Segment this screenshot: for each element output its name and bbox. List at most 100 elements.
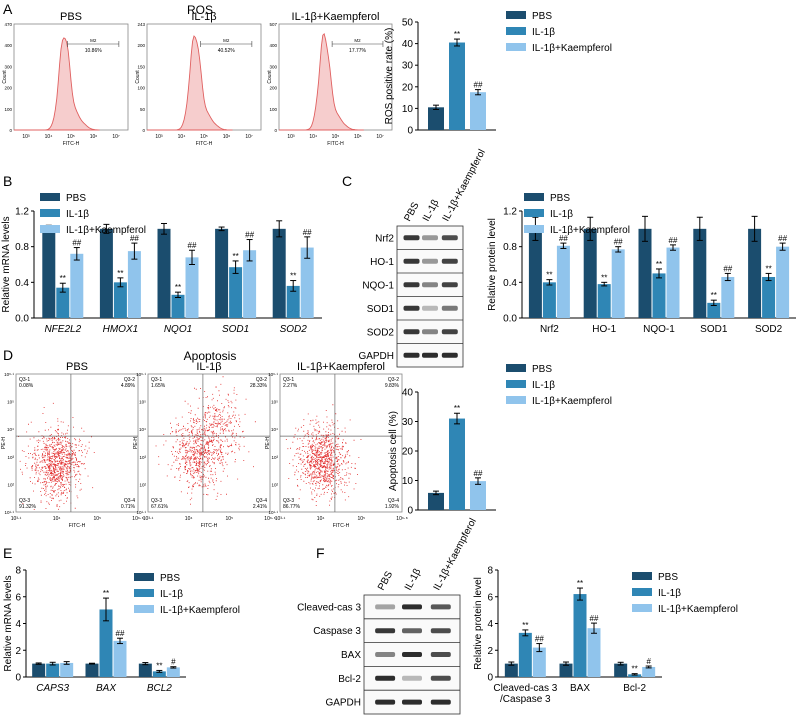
bar — [99, 228, 113, 318]
bar — [587, 628, 601, 677]
y-tick-label: 40 — [402, 388, 414, 399]
western-blot-antioxidant: PBS IL-1β IL-1β+Kaempferol Nrf2 HO-1 NQO-1 SOD… — [358, 148, 488, 368]
quadrant-label-q3: 91.32% — [19, 504, 37, 510]
significance-mark: ** — [117, 269, 123, 278]
quadrant-label-q2: 9.83% — [385, 383, 400, 389]
band-label: Caspase 3 — [313, 626, 361, 637]
legend-swatch — [134, 573, 154, 581]
scatter-y-label: PE-H — [265, 437, 271, 449]
y-tick-label: 0 — [487, 673, 493, 684]
y-axis-label: Relative mRNA levels — [1, 216, 12, 312]
bar — [642, 666, 656, 677]
scatter-y-tick-label: 10⁶·¹ — [136, 372, 146, 377]
bar — [611, 249, 625, 318]
x-category-label: BAX — [570, 683, 590, 694]
protein-band — [375, 604, 396, 610]
significance-mark: ## — [778, 234, 787, 243]
histogram-x-tick-label: 10⁵ — [332, 134, 340, 140]
histogram-title: IL-1β — [191, 11, 216, 23]
x-category-label: Bcl-2 — [623, 683, 646, 694]
protein-band — [402, 628, 422, 634]
bar — [470, 481, 486, 510]
scatter-x-tick-label: 10⁶·⁸ — [132, 516, 143, 522]
legend-swatch — [632, 572, 652, 580]
y-tick-label: 0 — [407, 126, 413, 137]
significance-mark: ## — [188, 241, 197, 250]
significance-mark: ** — [232, 252, 238, 261]
scatter-y-tick-label: 10⁵ — [7, 400, 14, 405]
scatter-x-tick-label: 10⁵ — [358, 516, 366, 522]
lane-label: PBS — [376, 569, 395, 592]
legend-swatch — [506, 27, 526, 35]
protein-band — [441, 235, 458, 241]
histogram-y-tick-label: 50 — [140, 107, 146, 112]
significance-mark: ## — [303, 228, 312, 237]
significance-mark: ** — [546, 271, 552, 280]
histogram-x-tick-label: 10⁷ — [376, 134, 384, 140]
protein-band — [375, 628, 396, 634]
scatter-x-tick-label: 10⁶·⁸ — [264, 516, 275, 522]
bar — [693, 228, 707, 318]
legend-label: PBS — [66, 193, 86, 204]
bar — [32, 663, 46, 677]
quadrant-label-q1: 2.27% — [283, 383, 298, 389]
ros-histogram: IL-1β+Kaempferol 0 100 200 300 400 507 Count 10³… — [267, 11, 393, 147]
bar — [85, 663, 99, 677]
x-category-label: SOD1 — [700, 324, 728, 335]
apoptosis-cell-chart: 0 10 20 30 40 Apoptosis cell (%) ** ## — [388, 388, 496, 517]
protein-band — [403, 305, 420, 311]
histogram-x-tick-label: 10³ — [22, 134, 30, 140]
histogram-y-tick-label: 300 — [269, 64, 277, 69]
legend-label: IL-1β — [160, 589, 183, 600]
bar — [286, 285, 300, 318]
histogram-curve — [147, 35, 233, 131]
histogram-x-label: FITC-H — [196, 141, 213, 147]
panel-letter-f: F — [316, 545, 325, 561]
quadrant-label-q1: 1.65% — [151, 383, 166, 389]
protein-band — [402, 675, 422, 681]
bar — [243, 250, 257, 318]
scatter-y-tick-label: 10¹·¹ — [4, 510, 14, 515]
y-tick-label: 10 — [402, 476, 414, 487]
bar — [113, 282, 127, 318]
bar — [652, 273, 666, 318]
histogram-x-tick-label: 10³ — [155, 134, 163, 140]
y-tick-label: 1.2 — [503, 207, 517, 218]
lane-label: IL-1β+Kaempferol — [432, 517, 479, 593]
y-tick-label: 30 — [402, 61, 414, 72]
histogram-y-tick-label: 200 — [137, 43, 145, 48]
significance-mark: ** — [656, 260, 662, 269]
protein-band — [422, 352, 438, 358]
scatter-x-tick-label: 10⁴ — [185, 516, 193, 522]
bar — [46, 663, 60, 677]
histogram-x-tick-label: 10⁴ — [178, 134, 186, 140]
protein-band — [402, 699, 422, 705]
bar — [449, 418, 465, 510]
histogram-y-tick-label: 0 — [274, 128, 277, 133]
legend-label: IL-1β+Kaempferol — [550, 225, 630, 236]
protein-band — [441, 329, 458, 335]
band-label: GAPDH — [325, 698, 361, 709]
gate-percent: 40.52% — [218, 48, 236, 54]
significance-mark: ## — [474, 81, 483, 90]
legend-swatch — [632, 588, 652, 596]
protein-band — [402, 652, 422, 657]
band-label: HO-1 — [370, 257, 394, 268]
histogram-y-tick-label: 300 — [4, 64, 12, 69]
legend-label: IL-1β+Kaempferol — [160, 605, 240, 616]
band-label: Bcl-2 — [338, 674, 361, 685]
histogram-x-tick-label: 10⁴ — [309, 134, 317, 140]
scatter-y-tick-label: 10⁶·¹ — [4, 372, 14, 377]
protein-band — [403, 329, 420, 335]
band-label: Nrf2 — [375, 233, 394, 244]
bar — [428, 492, 444, 510]
histogram-y-tick-label: 0 — [9, 128, 12, 133]
quadrant-label-q4: Q3-4 — [124, 498, 135, 504]
histogram-y-tick-label: 470 — [4, 22, 12, 27]
x-category-label: Nrf2 — [540, 324, 559, 335]
scatter-x-label: FITC-H — [69, 523, 86, 529]
legend-swatch — [506, 11, 526, 19]
significance-mark: ** — [522, 621, 528, 630]
y-tick-label: 2 — [487, 646, 493, 657]
